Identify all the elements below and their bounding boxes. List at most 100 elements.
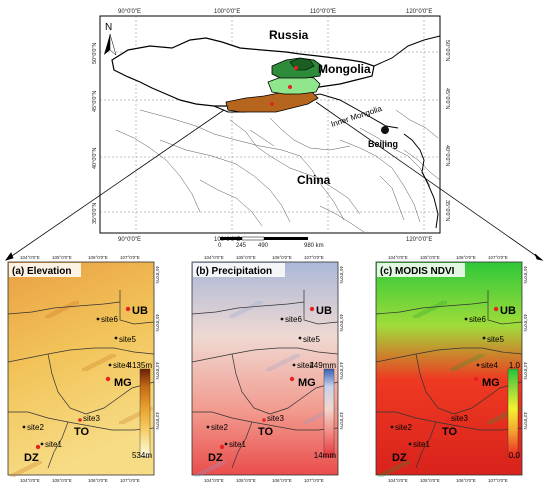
- texture-speck: [305, 420, 311, 423]
- texture-speck: [53, 311, 59, 314]
- texture-speck: [73, 301, 79, 304]
- texture-speck: [28, 465, 34, 468]
- site-label-site2: site2: [27, 423, 44, 432]
- texture-speck: [493, 418, 499, 421]
- texture-speck: [435, 304, 441, 307]
- texture-speck: [67, 304, 73, 307]
- site-label-site4: site4: [481, 361, 498, 370]
- texture-speck: [51, 312, 57, 315]
- site-label-mg: MG: [482, 377, 500, 389]
- texture-speck: [198, 472, 204, 475]
- texture-speck: [478, 354, 484, 357]
- panel-precipitation-legend: 249mm 14mm: [309, 361, 336, 460]
- lat-tick-left-45: 45°0'0"N: [92, 91, 98, 112]
- texture-speck: [378, 474, 384, 477]
- panel-title-text: (c) MODIS NDVI: [380, 266, 455, 277]
- panels-container: (a) Elevation UB site6 site5 site4 MG site3 TO s…: [7, 255, 528, 483]
- texture-speck: [104, 357, 110, 360]
- panel-precipitation-lat-ticks: 46°0'0"N 45°0'0"N 44°0'0"N 43°0'0"N: [339, 266, 344, 430]
- site-label-site3: site3: [83, 414, 100, 423]
- label-russia: Russia: [269, 28, 309, 42]
- panel-lat-tick: 45°0'0"N: [339, 314, 344, 332]
- panel-ndvi-lon-ticks: 104°0'0"E 104°0'0"E 105°0'0"E 105°0'0"E 106°…: [388, 255, 508, 483]
- lat-tick-right-35: 35°0'0"N: [444, 200, 450, 221]
- texture-speck: [456, 365, 462, 368]
- site-marker-site2: [206, 425, 210, 429]
- texture-speck: [450, 368, 456, 371]
- site-label-dz: DZ: [208, 452, 223, 464]
- lat-tick-right-40: 40°0'0"N: [444, 145, 450, 166]
- texture-speck: [309, 418, 315, 421]
- panel-lon-tick-bottom: 106°0'0"E: [88, 478, 108, 483]
- site-label-site3: site3: [451, 414, 468, 423]
- texture-speck: [421, 311, 427, 314]
- texture-speck: [133, 414, 139, 417]
- texture-speck: [123, 419, 129, 422]
- site-label-ub: UB: [500, 305, 516, 317]
- site-label-mg: MG: [298, 377, 316, 389]
- texture-speck: [127, 417, 133, 420]
- texture-speck: [82, 368, 88, 371]
- panel-boundary-4: [453, 381, 523, 415]
- site-label-site5: site5: [119, 335, 136, 344]
- panel-boundary-6: [415, 421, 437, 469]
- texture-speck: [102, 358, 108, 361]
- panel-boundary-2: [7, 347, 155, 363]
- site-label-site6: site6: [469, 315, 486, 324]
- texture-speck: [398, 464, 404, 467]
- texture-speck: [30, 464, 36, 467]
- texture-speck: [239, 310, 245, 313]
- texture-speck: [462, 362, 468, 365]
- panel-lat-tick: 43°0'0"N: [155, 412, 160, 430]
- site-label-site5: site5: [487, 335, 504, 344]
- texture-speck: [497, 416, 503, 419]
- texture-speck: [286, 358, 292, 361]
- panel-title-bg: [193, 263, 285, 277]
- texture-speck: [503, 413, 509, 416]
- panel-lat-tick: 44°0'0"N: [523, 362, 528, 380]
- texture-speck: [196, 473, 202, 476]
- panel-lon-tick-top: 105°0'0"E: [236, 255, 256, 260]
- texture-speck: [20, 469, 26, 472]
- panel-boundary-6: [47, 421, 69, 469]
- texture-speck: [270, 366, 276, 369]
- site-label-to: TO: [442, 426, 458, 438]
- panel-ndvi-texture: [376, 262, 521, 477]
- panel-lon-tick-bottom: 105°0'0"E: [52, 478, 72, 483]
- site-marker-dz: [219, 444, 225, 450]
- texture-speck: [90, 364, 96, 367]
- texture-speck: [245, 307, 251, 310]
- texture-speck: [61, 307, 67, 310]
- site-marker-site5: [482, 336, 486, 340]
- texture-speck: [423, 310, 429, 313]
- texture-speck: [303, 421, 309, 424]
- texture-speck: [266, 368, 272, 371]
- texture-speck: [231, 314, 237, 317]
- site-marker-site1: [40, 442, 44, 446]
- texture-speck: [86, 366, 92, 369]
- site-label-site2: site2: [211, 423, 228, 432]
- site-marker-site6: [280, 317, 284, 321]
- study-point-1: [294, 66, 298, 70]
- texture-speck: [32, 463, 38, 466]
- texture-speck: [311, 417, 317, 420]
- panel-lon-tick-bottom: 104°0'0"E: [204, 478, 224, 483]
- texture-speck: [313, 416, 319, 419]
- texture-speck: [280, 361, 286, 364]
- texture-speck: [253, 303, 259, 306]
- site-label-site1: site1: [413, 440, 430, 449]
- texture-speck: [24, 467, 30, 470]
- panel-precipitation: (b) Precipitation UB site6 site5 site4 MG site…: [191, 255, 344, 483]
- texture-speck: [14, 472, 20, 475]
- site-marker-site3: [78, 418, 82, 422]
- site-label-site6: site6: [101, 315, 118, 324]
- overview-lat-ticks: 50°0'0"N 45°0'0"N 40°0'0"N 35°0'0"N 50°0…: [92, 40, 450, 224]
- texture-speck: [476, 355, 482, 358]
- texture-speck: [429, 307, 435, 310]
- panel-title-text: (a) Elevation: [12, 266, 71, 277]
- site-marker-site3: [446, 418, 450, 422]
- site-marker-dz: [35, 444, 41, 450]
- texture-speck: [458, 364, 464, 367]
- texture-speck: [268, 367, 274, 370]
